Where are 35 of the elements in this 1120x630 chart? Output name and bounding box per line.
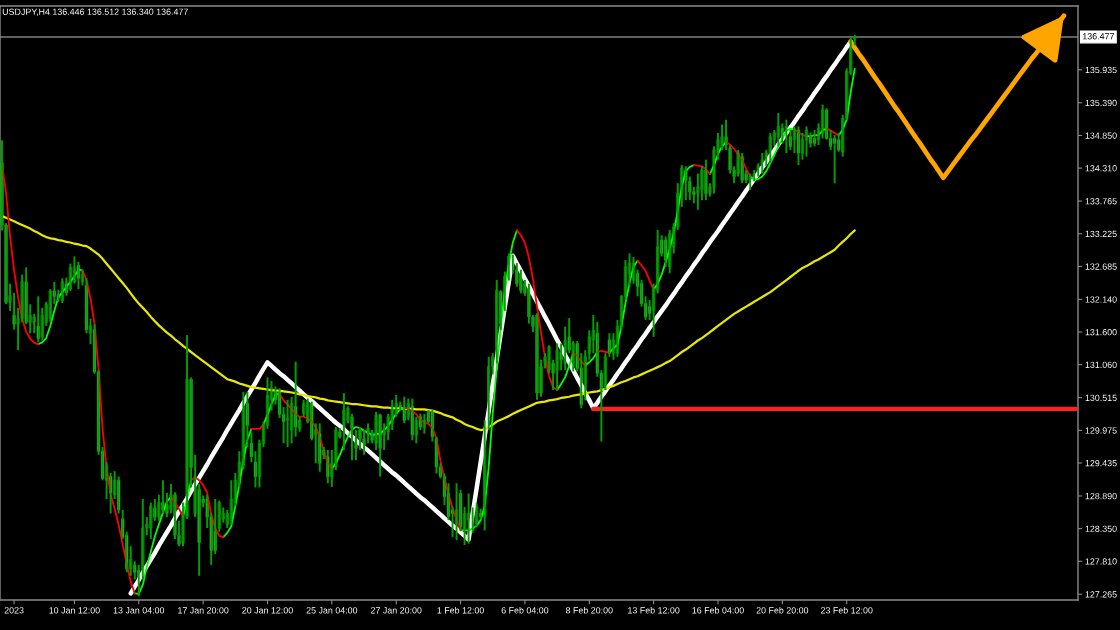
x-tick-label: 16 Feb 04:00 — [692, 606, 744, 614]
chart-title: USDJPY,H4 136.446 136.512 136.340 136.477 — [2, 8, 188, 16]
y-tick-label: 134.310 — [1085, 165, 1117, 172]
y-tick-label: 132.685 — [1085, 263, 1117, 270]
y-tick-label: 127.810 — [1085, 558, 1117, 565]
x-tick-label: 20 Jan 12:00 — [242, 607, 293, 614]
y-tick-label: 135.935 — [1085, 66, 1117, 74]
x-tick-label: 25 Jan 04:00 — [306, 607, 358, 614]
y-tick-label: 131.600 — [1085, 329, 1117, 336]
y-tick-label: 130.515 — [1085, 394, 1117, 401]
x-tick-label: 8 Feb 20:00 — [565, 606, 613, 614]
y-tick-label: 133.765 — [1085, 198, 1117, 205]
y-tick-label: 128.890 — [1085, 492, 1117, 500]
y-tick-label: 128.350 — [1085, 525, 1117, 532]
y-tick-label: 133.225 — [1085, 230, 1117, 238]
x-tick-label: 1 Feb 12:00 — [437, 606, 484, 614]
x-tick-label: 6 Feb 04:00 — [501, 606, 549, 614]
y-tick-label: 129.435 — [1085, 460, 1117, 467]
line-series — [848, 13, 1067, 181]
x-tick-label: 13 Feb 12:00 — [628, 606, 680, 614]
x-tick-label: 13 Jan 04:00 — [113, 607, 165, 614]
y-tick-label: 135.390 — [1085, 99, 1117, 107]
x-tick-label: 10 Jan 12:00 — [49, 607, 100, 614]
y-tick-label: 127.265 — [1085, 591, 1117, 598]
x-tick-label: 20 Feb 20:00 — [756, 606, 809, 614]
x-tick-label: 17 Jan 20:00 — [178, 607, 229, 614]
line-series — [0, 214, 856, 432]
x-tick-label: 27 Jan 20:00 — [370, 607, 422, 614]
ref-line-label: 136.477 — [1082, 33, 1114, 40]
y-tick-label: 132.140 — [1085, 296, 1117, 303]
x-tick-label: 2023 — [4, 607, 24, 614]
y-tick-label: 131.060 — [1085, 361, 1117, 369]
y-tick-label: 129.975 — [1085, 427, 1117, 434]
x-tick-label: 23 Feb 12:00 — [820, 606, 873, 614]
y-tick-label: 134.850 — [1085, 132, 1117, 139]
